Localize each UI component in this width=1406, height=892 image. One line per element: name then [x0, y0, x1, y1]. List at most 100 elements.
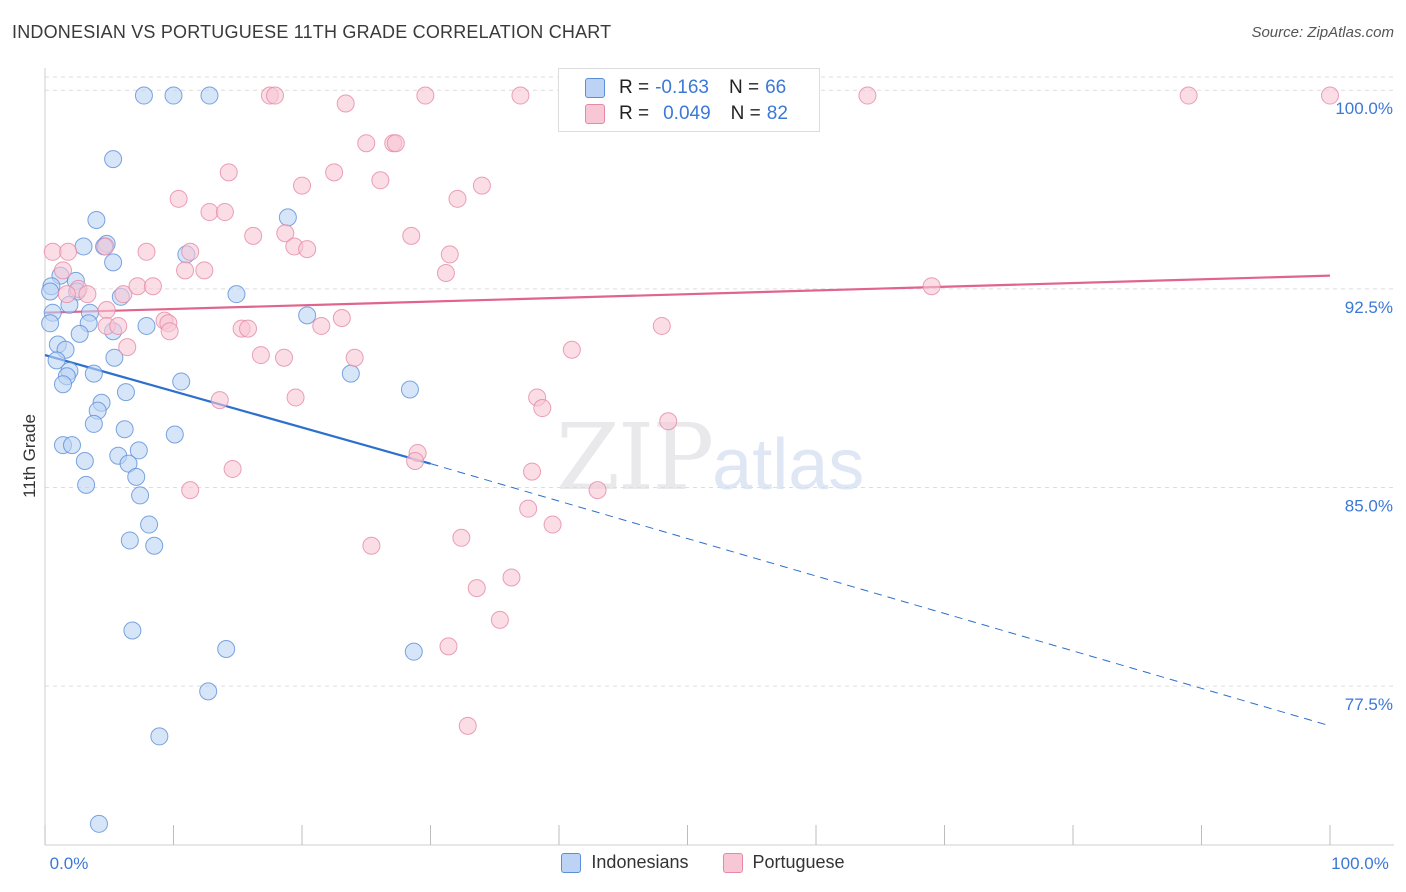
portuguese-point — [286, 388, 305, 407]
indonesians-point — [84, 364, 103, 383]
indonesians-point — [75, 452, 94, 470]
indonesians-point — [131, 486, 150, 505]
indonesians-point — [199, 682, 218, 701]
indonesians-point — [62, 436, 81, 455]
portuguese-point — [439, 637, 458, 656]
portuguese-point — [210, 391, 229, 410]
legend-item-indonesians[interactable]: Indonesians — [561, 852, 689, 873]
portuguese-point — [652, 316, 671, 335]
indonesians-point — [165, 425, 184, 444]
portuguese-point — [53, 261, 72, 280]
indonesians-point — [47, 351, 66, 370]
x-tick-label: 0.0% — [50, 854, 89, 873]
indonesians-point — [123, 621, 142, 640]
legend-row-indonesians: R = -0.163 N = 66 — [585, 77, 786, 99]
indonesians-point — [127, 467, 146, 486]
portuguese-point — [195, 261, 214, 280]
indonesians-point — [89, 814, 108, 833]
portuguese-point — [345, 348, 364, 367]
y-tick-label: 100.0% — [1335, 99, 1393, 118]
r-value: -0.163 — [655, 77, 709, 98]
portuguese-point — [57, 285, 76, 304]
portuguese-point — [109, 316, 128, 335]
portuguese-point — [336, 94, 355, 113]
indonesians-point — [129, 441, 148, 460]
indonesians-point — [400, 380, 419, 399]
legend-item-portuguese[interactable]: Portuguese — [722, 852, 845, 873]
portuguese-point — [96, 237, 115, 256]
portuguese-point — [490, 610, 509, 629]
indonesians-point — [227, 285, 246, 304]
portuguese-point — [215, 203, 234, 222]
indonesians-point — [84, 414, 103, 433]
axes — [44, 68, 1394, 846]
portuguese-point — [143, 277, 162, 296]
indonesians-point — [87, 211, 106, 230]
source-credit: Source: ZipAtlas.com — [1251, 24, 1394, 41]
portuguese-point — [406, 452, 425, 470]
indonesians-point — [41, 282, 60, 301]
indonesians-trend-solid — [44, 354, 431, 465]
watermark-atlas: atlas — [712, 425, 865, 505]
trend-lines — [44, 274, 1331, 727]
x-tick-label: 100.0% — [1331, 854, 1389, 873]
portuguese-point — [416, 86, 435, 105]
portuguese-point — [276, 224, 295, 243]
y-tick-label: 77.5% — [1345, 695, 1393, 714]
indonesians-swatch — [561, 852, 582, 873]
indonesians-point — [137, 316, 156, 335]
portuguese-point — [1179, 86, 1198, 105]
indonesians-swatch — [585, 78, 605, 98]
n-value: 82 — [766, 103, 788, 124]
legend-label: Indonesians — [591, 852, 689, 872]
indonesians-point — [116, 383, 135, 402]
portuguese-point — [357, 134, 376, 153]
portuguese-point — [275, 348, 294, 367]
portuguese-swatch — [722, 852, 743, 873]
portuguese-point — [402, 226, 421, 245]
indonesians-point — [105, 348, 124, 367]
portuguese-point — [332, 308, 351, 327]
portuguese-point — [244, 226, 263, 245]
portuguese-point — [523, 462, 542, 481]
portuguese-point — [160, 322, 179, 341]
portuguese-point — [137, 242, 156, 261]
portuguese-point — [440, 245, 459, 264]
gridlines — [45, 76, 1394, 687]
portuguese-point — [922, 277, 941, 296]
indonesians-point — [115, 420, 134, 439]
portuguese-point — [452, 528, 471, 547]
portuguese-point — [386, 134, 405, 153]
indonesians-point — [41, 314, 60, 333]
portuguese-point — [128, 277, 147, 296]
watermark: ZIPatlas — [556, 404, 864, 511]
portuguese-point — [458, 716, 477, 735]
portuguese-point — [511, 86, 530, 105]
indonesians-point — [217, 640, 236, 659]
portuguese-point — [436, 263, 455, 282]
portuguese-point — [78, 285, 97, 304]
portuguese-point — [114, 285, 133, 304]
portuguese-point — [362, 536, 381, 555]
indonesians-point — [119, 454, 138, 473]
portuguese-point — [371, 171, 390, 190]
indonesians-point — [341, 364, 360, 383]
portuguese-point — [239, 319, 258, 338]
indonesians-point — [120, 531, 139, 550]
portuguese-point — [562, 340, 581, 359]
tick-labels: 77.5% 85.0% 92.5% 100.0% 0.0% 100.0% — [50, 99, 1393, 873]
portuguese-point — [588, 481, 607, 500]
portuguese-point — [219, 163, 238, 182]
indonesians-point — [74, 237, 93, 256]
indonesians-point — [172, 372, 191, 391]
portuguese-point — [533, 399, 552, 418]
indonesians-point — [164, 86, 183, 105]
y-tick-label: 85.0% — [1345, 496, 1393, 515]
portuguese-point — [118, 338, 137, 357]
portuguese-point — [519, 499, 538, 518]
r-value: 0.049 — [663, 103, 711, 124]
indonesians-point — [134, 86, 153, 105]
portuguese-point — [169, 189, 188, 208]
portuguese-point — [858, 86, 877, 105]
portuguese-swatch — [585, 104, 605, 124]
